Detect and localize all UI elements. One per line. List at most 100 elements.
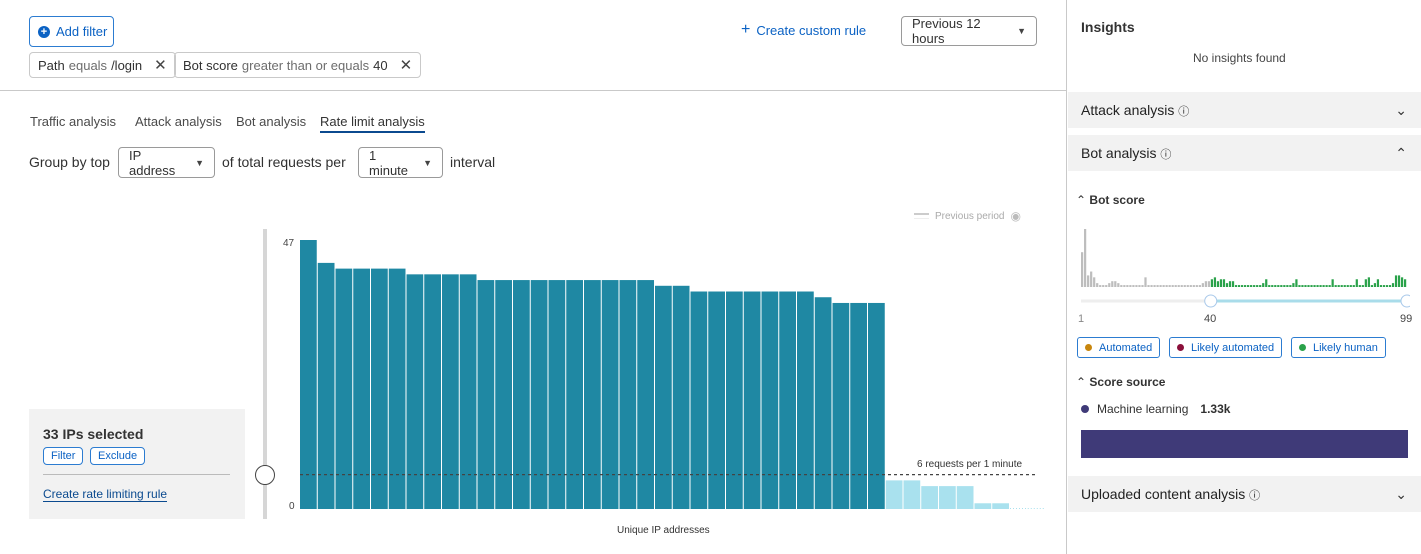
interval-select[interactable]: 1 minute ▼ (358, 147, 443, 178)
bar[interactable] (690, 291, 708, 509)
bar[interactable] (974, 503, 992, 509)
bar[interactable] (317, 262, 335, 509)
bar[interactable] (371, 268, 388, 509)
score-source-title: Score source (1089, 375, 1166, 389)
histogram-bar (1364, 279, 1367, 287)
bar[interactable] (655, 285, 672, 509)
bot-score-histogram (1081, 229, 1410, 308)
filter-chip-bot-score[interactable]: Bot score greater than or equals 40 ✕ (174, 52, 422, 78)
bot-analysis-section[interactable]: Bot analysis ⓘ ⌃ (1068, 135, 1421, 171)
histogram-bar (1322, 285, 1325, 287)
tab-rate-limit-analysis[interactable]: Rate limit analysis (320, 114, 425, 133)
histogram-bar (1310, 285, 1313, 287)
score-source-header[interactable]: ⌃ Score source (1076, 375, 1165, 389)
bar[interactable] (566, 280, 583, 509)
threshold-slider-handle[interactable] (255, 464, 275, 485)
histogram-bar (1135, 285, 1138, 287)
threshold-slider-track[interactable] (263, 229, 267, 519)
slider-handle[interactable] (1204, 294, 1218, 308)
create-rate-limiting-rule-link[interactable]: Create rate limiting rule (43, 487, 168, 502)
groupby-field-select[interactable]: IP address ▼ (118, 147, 215, 178)
tab-bot-analysis[interactable]: Bot analysis (236, 114, 307, 129)
tab-traffic-analysis[interactable]: Traffic analysis (30, 114, 116, 129)
histogram-bar (1286, 285, 1289, 287)
bar[interactable] (424, 274, 441, 509)
bar[interactable] (459, 274, 477, 509)
histogram-bar (1141, 285, 1144, 287)
legend-previous-period[interactable]: Previous period ◉ (914, 209, 1021, 223)
bar[interactable] (637, 280, 654, 509)
score-source-bar[interactable] (1081, 430, 1408, 458)
filter-chip-path[interactable]: Path equals/login ✕ (29, 52, 176, 78)
score-source-row: Machine learning 1.33k (1081, 402, 1230, 416)
slider-max: 99 (1400, 313, 1413, 325)
bar[interactable] (601, 280, 619, 509)
legend-automated[interactable]: Automated (1077, 337, 1161, 358)
time-range-select[interactable]: Previous 12 hours ▼ (901, 16, 1037, 46)
tab-attack-analysis[interactable]: Attack analysis (135, 114, 222, 129)
histogram-bar (1268, 285, 1271, 287)
bar-chart (300, 240, 1046, 509)
histogram-bar (1204, 281, 1207, 287)
bar[interactable] (992, 503, 1009, 509)
histogram-bar (1370, 285, 1373, 287)
bar[interactable] (406, 274, 424, 509)
bar[interactable] (619, 280, 637, 509)
bar[interactable] (353, 268, 370, 509)
legend-likely-human[interactable]: Likely human (1291, 337, 1386, 358)
bar[interactable] (300, 240, 317, 509)
bar[interactable] (797, 291, 814, 509)
add-filter-button[interactable]: + Add filter (29, 16, 114, 47)
bar[interactable] (726, 291, 743, 509)
histogram-bar (1247, 285, 1250, 287)
bar[interactable] (743, 291, 761, 509)
histogram-bar (1084, 229, 1087, 287)
bar[interactable] (779, 291, 796, 509)
legend-likely-automated[interactable]: Likely automated (1169, 337, 1283, 358)
histogram-bar (1277, 285, 1280, 287)
histogram-bar (1385, 285, 1389, 287)
attack-analysis-section[interactable]: Attack analysis ⓘ ⌄ (1068, 92, 1421, 128)
exclude-button[interactable]: Exclude (90, 447, 146, 465)
histogram-bar (1346, 285, 1349, 287)
bar[interactable] (513, 280, 530, 509)
bot-score-header[interactable]: ⌃ Bot score (1076, 193, 1145, 207)
bar[interactable] (868, 302, 885, 509)
histogram-bar (1108, 283, 1111, 287)
bar[interactable] (442, 274, 459, 509)
histogram-bar (1358, 285, 1361, 287)
plus-icon: + (741, 21, 751, 38)
histogram-bar (1216, 281, 1220, 287)
histogram-bar (1102, 285, 1105, 287)
bar[interactable] (850, 302, 867, 509)
dot-icon (1081, 405, 1089, 413)
groupby-middle: of total requests per (222, 154, 346, 170)
bar[interactable] (814, 297, 832, 509)
create-rule-label: Create custom rule (756, 23, 867, 38)
bar[interactable] (832, 302, 850, 509)
bar[interactable] (477, 280, 495, 509)
slider-handle[interactable] (1400, 294, 1410, 308)
uploaded-content-section[interactable]: Uploaded content analysis ⓘ ⌄ (1068, 476, 1421, 512)
bar[interactable] (335, 268, 353, 509)
close-icon[interactable]: ✕ (399, 57, 413, 74)
bar[interactable] (584, 280, 601, 509)
bar[interactable] (708, 291, 725, 509)
bar[interactable] (495, 280, 512, 509)
close-icon[interactable]: ✕ (154, 57, 167, 74)
bar[interactable] (921, 486, 938, 509)
bar[interactable] (761, 291, 779, 509)
bar[interactable] (548, 280, 566, 509)
filter-button[interactable]: Filter (43, 447, 84, 465)
bar[interactable] (530, 280, 548, 509)
dot-icon (1085, 344, 1092, 351)
bar[interactable] (956, 486, 974, 509)
histogram-bar (1123, 285, 1126, 287)
histogram-bar (1183, 285, 1186, 287)
bar[interactable] (903, 480, 921, 509)
bar[interactable] (885, 480, 903, 509)
bar[interactable] (939, 486, 956, 509)
create-custom-rule-link[interactable]: + Create custom rule (741, 21, 867, 39)
bar[interactable] (672, 285, 690, 509)
bar[interactable] (388, 268, 406, 509)
